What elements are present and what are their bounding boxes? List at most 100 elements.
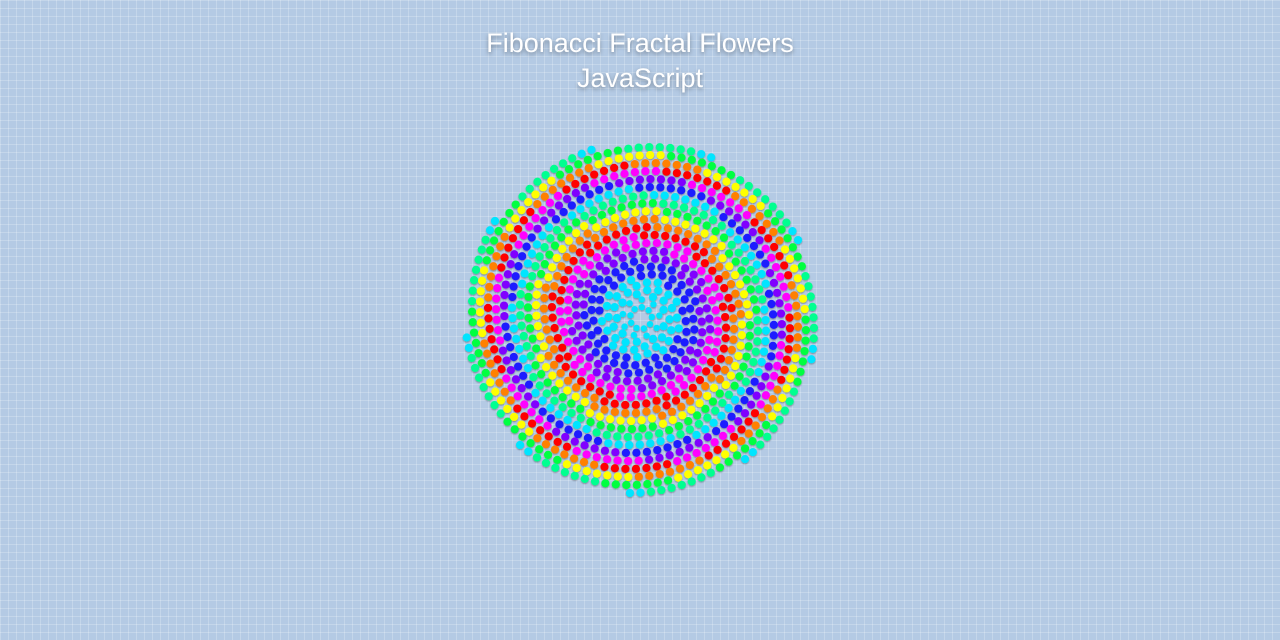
flower-dot xyxy=(555,379,564,388)
flower-dot xyxy=(495,378,504,387)
flower-dot xyxy=(580,311,589,320)
flower-dot xyxy=(642,278,652,287)
flower-dot xyxy=(734,417,743,426)
flower-dot xyxy=(519,216,529,225)
flower-dot xyxy=(792,301,801,310)
flower-dot xyxy=(583,229,592,238)
flower-dot xyxy=(545,250,554,259)
flower-dot xyxy=(673,457,682,466)
flower-dot xyxy=(703,433,712,442)
flower-dot xyxy=(502,374,511,383)
flower-dot xyxy=(681,220,690,229)
flower-dot xyxy=(513,404,522,413)
flower-dot xyxy=(710,246,720,255)
flower-dot xyxy=(592,453,601,462)
flower-dot xyxy=(555,170,565,179)
flower-dot xyxy=(564,266,573,275)
flower-dot xyxy=(751,421,760,430)
flower-dot xyxy=(590,393,599,402)
flower-dot xyxy=(659,247,669,256)
flower-dot xyxy=(791,353,800,363)
flower-dot xyxy=(796,367,805,376)
flower-dot xyxy=(631,400,640,409)
flower-dot xyxy=(685,277,694,286)
flower-dot xyxy=(593,326,602,335)
flower-dot xyxy=(592,428,601,437)
flower-dot xyxy=(704,274,713,283)
flower-dot xyxy=(757,357,766,366)
flower-dot xyxy=(759,347,769,356)
flower-dot xyxy=(768,310,778,319)
flower-dot xyxy=(580,211,589,221)
flower-dot xyxy=(767,253,776,262)
flower-dot xyxy=(739,198,748,207)
flower-dot xyxy=(657,263,666,272)
flower-dot xyxy=(755,250,765,259)
flower-dot xyxy=(761,372,770,381)
flower-dot xyxy=(547,176,556,185)
flower-dot xyxy=(757,225,766,235)
flower-dot xyxy=(469,276,479,285)
flower-dot xyxy=(709,383,719,392)
flower-dot xyxy=(641,167,650,176)
flower-dot xyxy=(693,389,703,398)
flower-dot xyxy=(680,295,689,304)
flower-dot xyxy=(667,176,676,185)
flower-dot xyxy=(684,417,693,426)
flower-dot xyxy=(735,280,745,289)
flower-dot xyxy=(659,296,668,305)
flower-dot xyxy=(526,207,535,217)
flower-dot xyxy=(645,365,654,374)
flower-dot xyxy=(651,166,661,176)
flower-dot xyxy=(761,315,770,325)
flower-dot xyxy=(757,382,766,391)
flower-dot xyxy=(670,250,679,259)
flower-dot xyxy=(739,362,748,371)
flower-dot xyxy=(533,322,542,331)
flower-dot xyxy=(792,343,802,352)
flower-dot xyxy=(717,221,726,230)
flower-dot xyxy=(638,303,646,311)
flower-dot xyxy=(621,408,630,418)
flower-dot xyxy=(642,223,651,232)
flower-dot xyxy=(575,248,584,257)
flower-dot xyxy=(646,320,654,328)
flower-dot xyxy=(565,285,575,294)
flower-dot xyxy=(703,413,712,422)
flower-dot xyxy=(484,392,493,401)
flower-dot xyxy=(712,364,721,373)
flower-dot xyxy=(742,300,752,309)
flower-dot xyxy=(800,346,809,356)
flower-dot xyxy=(662,364,671,373)
flower-dot xyxy=(734,404,743,413)
flower-dot xyxy=(612,292,621,301)
flower-dot xyxy=(793,235,803,245)
flower-dot xyxy=(740,409,750,418)
flower-dot xyxy=(503,332,512,341)
flower-dot xyxy=(750,377,759,386)
flower-dot xyxy=(631,464,641,473)
flower-dot xyxy=(761,244,770,253)
flower-dot xyxy=(785,334,794,343)
flower-dot xyxy=(681,264,690,273)
flower-dot xyxy=(657,377,667,386)
flower-dot xyxy=(658,271,667,280)
flower-dot xyxy=(550,281,559,291)
flower-dot xyxy=(635,151,644,160)
flower-dot xyxy=(718,302,728,311)
flower-dot xyxy=(527,233,536,242)
flower-dot xyxy=(709,235,718,244)
flower-dot xyxy=(523,363,533,373)
flower-dot xyxy=(532,240,542,249)
flower-dot xyxy=(721,450,730,459)
flower-dot xyxy=(744,429,753,438)
flower-dot xyxy=(550,323,559,333)
flower-dot xyxy=(541,440,551,449)
flower-dot xyxy=(541,363,551,372)
flower-dot xyxy=(600,246,610,255)
flower-dot xyxy=(703,391,712,401)
flower-dot xyxy=(695,399,704,408)
flower-dot xyxy=(658,411,667,420)
